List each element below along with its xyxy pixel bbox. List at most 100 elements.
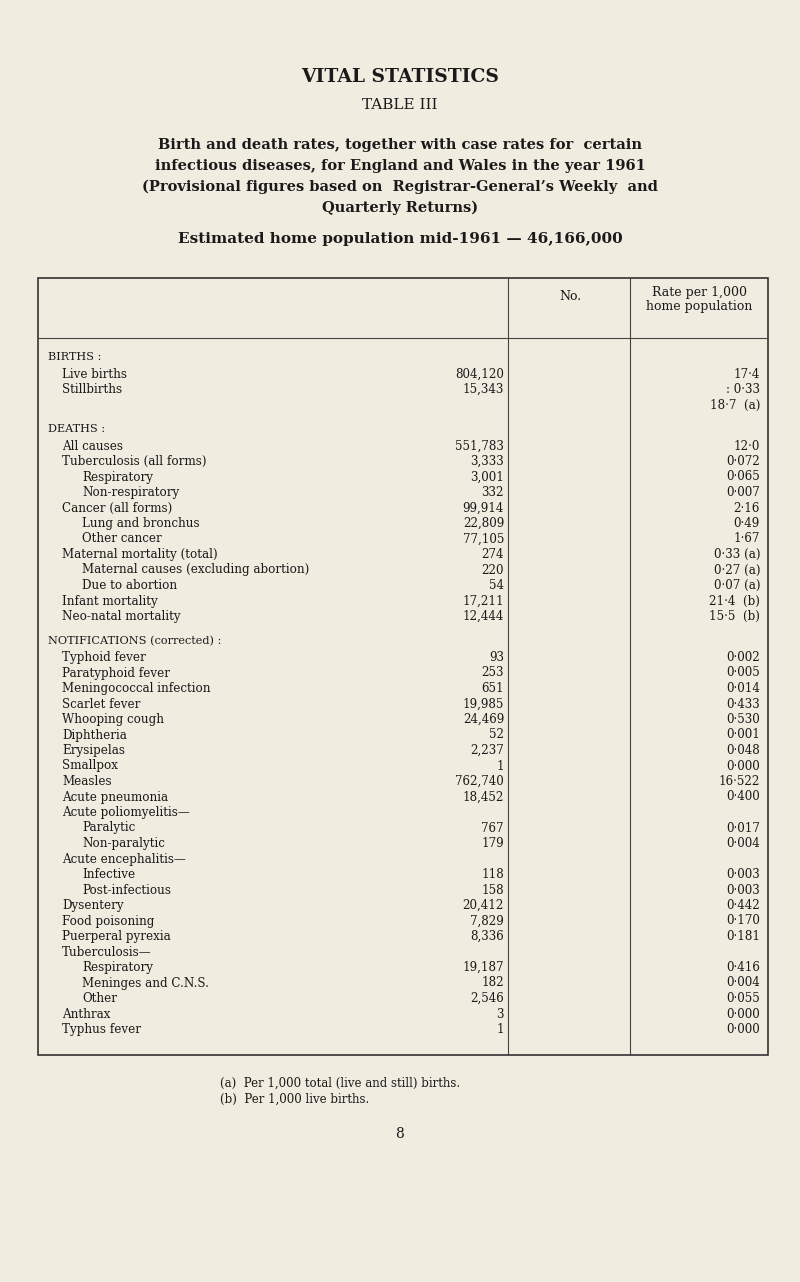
Text: 19,985: 19,985 [462,697,504,710]
Text: 54: 54 [489,579,504,592]
Text: 0·433: 0·433 [726,697,760,710]
Text: 0·017: 0·017 [726,822,760,835]
Text: Acute poliomyelitis—: Acute poliomyelitis— [62,806,190,819]
Text: 2,546: 2,546 [470,992,504,1005]
Text: Other cancer: Other cancer [82,532,162,546]
Text: 0·001: 0·001 [726,728,760,741]
Text: Paralytic: Paralytic [82,822,135,835]
Text: 24,469: 24,469 [462,713,504,726]
Text: Meningococcal infection: Meningococcal infection [62,682,210,695]
Text: 762,740: 762,740 [455,776,504,788]
Text: 0·33 (a): 0·33 (a) [714,547,760,562]
Text: Acute pneumonia: Acute pneumonia [62,791,168,804]
Text: 19,187: 19,187 [462,962,504,974]
Text: No.: No. [559,290,581,303]
Text: VITAL STATISTICS: VITAL STATISTICS [301,68,499,86]
Text: 99,914: 99,914 [462,501,504,514]
Text: Stillbirths: Stillbirths [62,383,122,396]
Text: 0·181: 0·181 [726,929,760,944]
Text: All causes: All causes [62,440,123,453]
Text: 220: 220 [482,564,504,577]
Text: 0·000: 0·000 [726,1023,760,1036]
Text: 0·000: 0·000 [726,1008,760,1020]
Text: 551,783: 551,783 [455,440,504,453]
Text: 17·4: 17·4 [734,368,760,381]
Text: 18·7  (a): 18·7 (a) [710,399,760,412]
Text: Anthrax: Anthrax [62,1008,110,1020]
Text: 0·416: 0·416 [726,962,760,974]
Text: Acute encephalitis—: Acute encephalitis— [62,853,186,865]
Text: home population: home population [646,300,752,313]
Text: 1: 1 [496,759,504,773]
Text: Diphtheria: Diphtheria [62,728,127,741]
Text: 0·530: 0·530 [726,713,760,726]
Text: Typhus fever: Typhus fever [62,1023,141,1036]
Text: Respiratory: Respiratory [82,470,153,483]
Text: Maternal causes (excluding abortion): Maternal causes (excluding abortion) [82,564,310,577]
Text: 0·004: 0·004 [726,977,760,990]
Text: 179: 179 [482,837,504,850]
Text: (Provisional figures based on  Registrar-General’s Weekly  and: (Provisional figures based on Registrar-… [142,179,658,195]
Text: Other: Other [82,992,117,1005]
Text: 0·49: 0·49 [734,517,760,529]
Text: Scarlet fever: Scarlet fever [62,697,140,710]
Text: 0·003: 0·003 [726,868,760,881]
Text: 0·000: 0·000 [726,759,760,773]
Text: infectious diseases, for England and Wales in the year 1961: infectious diseases, for England and Wal… [154,159,646,173]
Text: 7,829: 7,829 [470,914,504,927]
Text: BIRTHS :: BIRTHS : [48,353,102,362]
Text: DEATHS :: DEATHS : [48,424,105,435]
Text: 0·048: 0·048 [726,744,760,756]
Text: NOTIFICATIONS (corrected) :: NOTIFICATIONS (corrected) : [48,636,222,646]
Text: Live births: Live births [62,368,127,381]
Text: 0·005: 0·005 [726,667,760,679]
Text: Birth and death rates, together with case rates for  certain: Birth and death rates, together with cas… [158,138,642,153]
Text: 0·065: 0·065 [726,470,760,483]
Text: Infective: Infective [82,868,135,881]
Text: 3,001: 3,001 [470,470,504,483]
Text: 12,444: 12,444 [462,610,504,623]
Text: (a)  Per 1,000 total (live and still) births.: (a) Per 1,000 total (live and still) bir… [220,1077,460,1090]
Text: 804,120: 804,120 [455,368,504,381]
Bar [38,278,768,1055]
Text: 182: 182 [482,977,504,990]
Text: 18,452: 18,452 [462,791,504,804]
Text: 3,333: 3,333 [470,455,504,468]
Text: 17,211: 17,211 [462,595,504,608]
Text: 0·055: 0·055 [726,992,760,1005]
Text: 8: 8 [396,1127,404,1141]
Text: 0·27 (a): 0·27 (a) [714,564,760,577]
Text: 253: 253 [482,667,504,679]
Text: Food poisoning: Food poisoning [62,914,154,927]
Text: Respiratory: Respiratory [82,962,153,974]
Text: Estimated home population mid-1961 — 46,166,000: Estimated home population mid-1961 — 46,… [178,232,622,246]
Text: Meninges and C.N.S.: Meninges and C.N.S. [82,977,209,990]
Text: 3: 3 [497,1008,504,1020]
Text: 15,343: 15,343 [462,383,504,396]
Text: Neo-natal mortality: Neo-natal mortality [62,610,181,623]
Text: Quarterly Returns): Quarterly Returns) [322,201,478,215]
Text: 0·072: 0·072 [726,455,760,468]
Text: 0·007: 0·007 [726,486,760,499]
Text: (b)  Per 1,000 live births.: (b) Per 1,000 live births. [220,1094,370,1106]
Text: Paratyphoid fever: Paratyphoid fever [62,667,170,679]
Text: 0·004: 0·004 [726,837,760,850]
Text: Smallpox: Smallpox [62,759,118,773]
Text: Tuberculosis—: Tuberculosis— [62,946,152,959]
Text: Whooping cough: Whooping cough [62,713,164,726]
Text: 12·0: 12·0 [734,440,760,453]
Text: Non-paralytic: Non-paralytic [82,837,165,850]
Text: : 0·33: : 0·33 [726,383,760,396]
Text: 0·07 (a): 0·07 (a) [714,579,760,592]
Text: 2·16: 2·16 [734,501,760,514]
Text: 0·014: 0·014 [726,682,760,695]
Text: Maternal mortality (total): Maternal mortality (total) [62,547,218,562]
Text: Lung and bronchus: Lung and bronchus [82,517,200,529]
Text: 20,412: 20,412 [462,899,504,912]
Text: Infant mortality: Infant mortality [62,595,158,608]
Text: Typhoid fever: Typhoid fever [62,651,146,664]
Text: Tuberculosis (all forms): Tuberculosis (all forms) [62,455,206,468]
Text: 16·522: 16·522 [718,776,760,788]
Text: Puerperal pyrexia: Puerperal pyrexia [62,929,170,944]
Text: 1: 1 [496,1023,504,1036]
